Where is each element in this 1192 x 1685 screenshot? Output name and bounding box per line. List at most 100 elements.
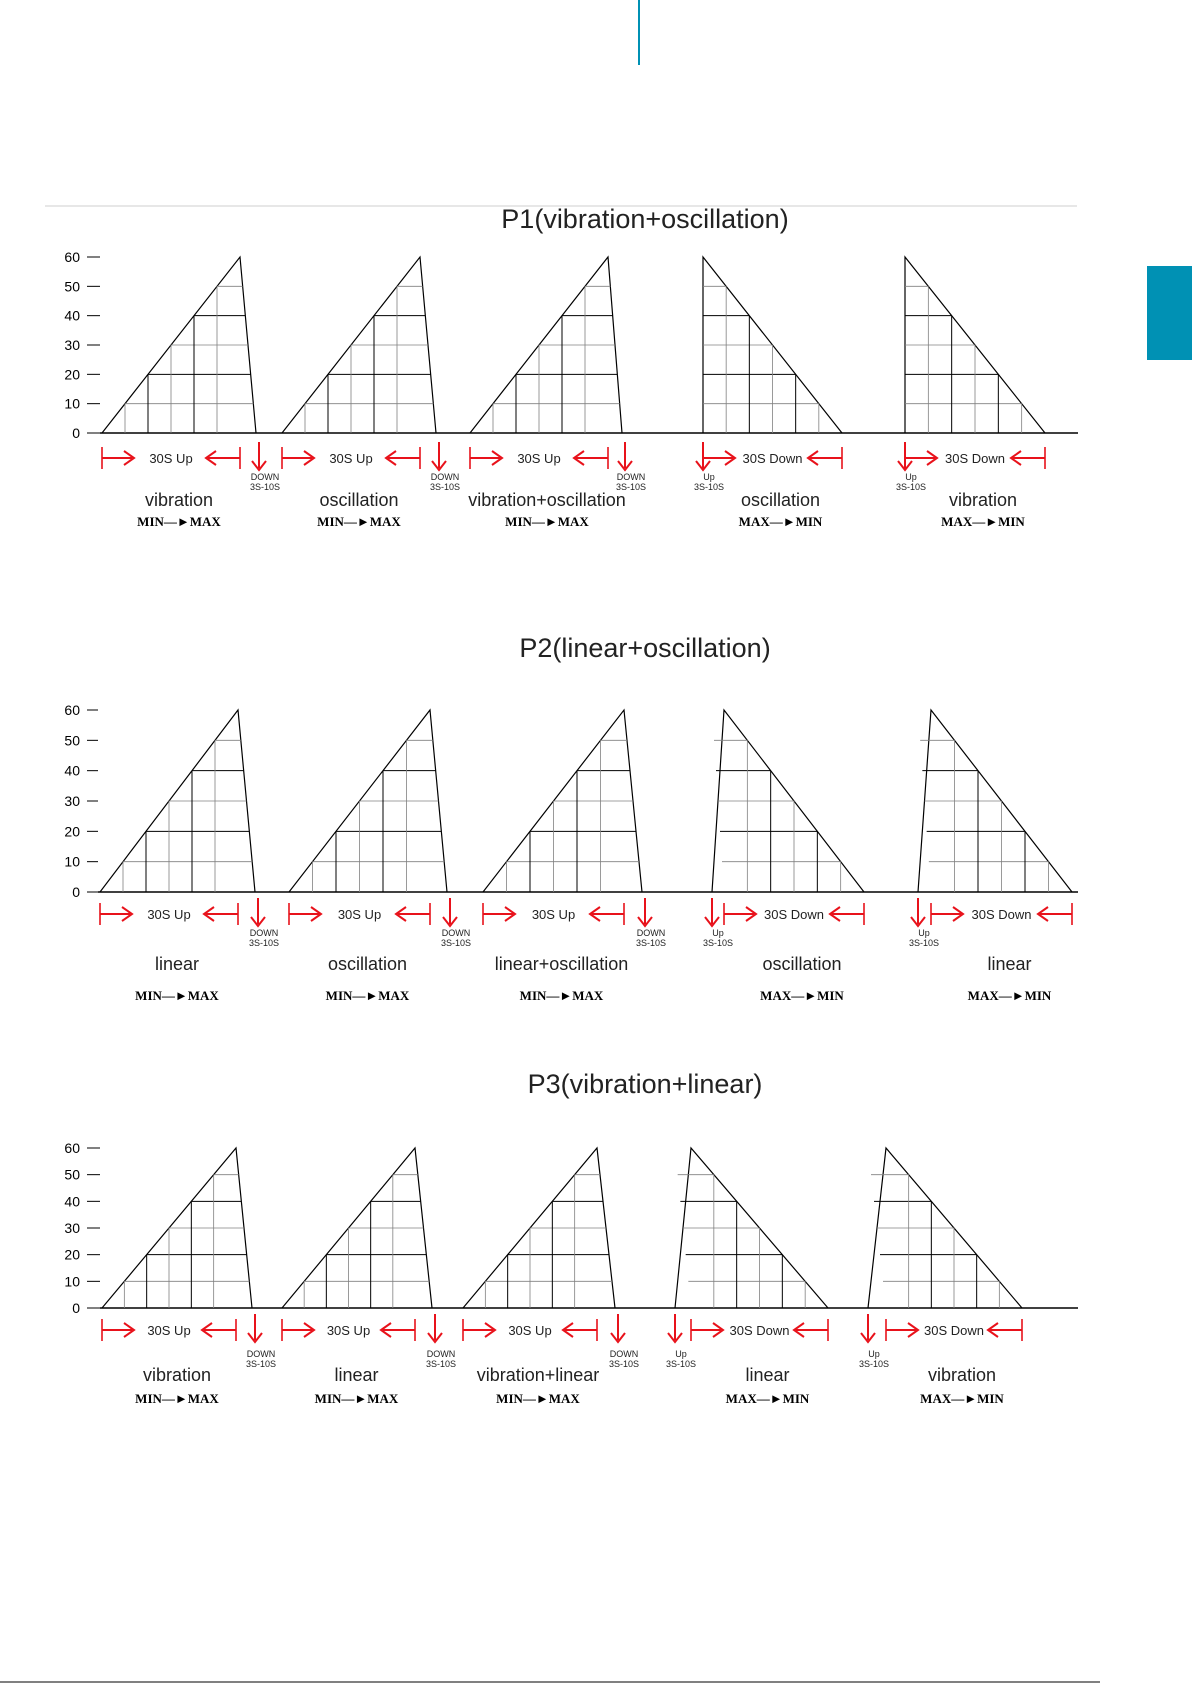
segment-time-label: 30S Up <box>508 1323 551 1338</box>
left-arrow-head <box>828 906 841 922</box>
interval-arrows: 30S Down <box>723 903 865 925</box>
vertical-arrow-head <box>610 1332 626 1344</box>
range-label: MAX—►MIN <box>760 988 844 1003</box>
left-arrow-head <box>986 1322 999 1338</box>
transition-label: Up <box>712 928 724 938</box>
segment-time-label: 30S Up <box>338 907 381 922</box>
y-tick-label: 30 <box>64 337 80 353</box>
left-arrow-head <box>1036 906 1049 922</box>
segment-time-label: 30S Up <box>327 1323 370 1338</box>
segment-time-label: 30S Up <box>517 451 560 466</box>
segment-time-label: 30S Up <box>149 451 192 466</box>
vertical-arrow-head <box>910 916 926 928</box>
mode-label: linear <box>987 954 1031 974</box>
mode-label: vibration <box>145 490 213 510</box>
interval-arrows: 30S Up <box>281 447 421 469</box>
side-tab <box>1147 266 1192 360</box>
left-arrow-head <box>379 1322 392 1338</box>
diagram-layer: P1(vibration+oscillation) 60 50 40 30 20 10 0 30… <box>64 204 1078 1406</box>
transition-label: Up <box>868 1349 880 1359</box>
mode-label: linear <box>155 954 199 974</box>
section-2: P2(linear+oscillation) 60 50 40 30 20 10 0 30S U… <box>64 633 1078 1003</box>
section-1: P1(vibration+oscillation) 60 50 40 30 20 10 0 30… <box>64 204 1078 529</box>
segment-time-label: 30S Down <box>924 1323 984 1338</box>
mode-label: oscillation <box>762 954 841 974</box>
y-tick-label: 30 <box>64 1220 80 1236</box>
interval-arrows: 30S Up <box>101 447 241 469</box>
section-title: P3(vibration+linear) <box>528 1069 763 1099</box>
transition-time: 3S-10S <box>666 1359 696 1369</box>
right-arrow-head <box>310 906 323 922</box>
transition-time: 3S-10S <box>636 938 666 948</box>
y-tick-label: 40 <box>64 763 80 779</box>
right-arrow-head <box>303 1322 316 1338</box>
segment-time-label: 30S Up <box>532 907 575 922</box>
transition-label: DOWN <box>427 1349 456 1359</box>
y-tick-label: 50 <box>64 1167 80 1183</box>
vertical-arrow-head <box>247 1332 263 1344</box>
mode-label: oscillation <box>319 490 398 510</box>
y-tick-label: 10 <box>64 854 80 870</box>
y-tick-label: 20 <box>64 823 80 839</box>
left-arrow-head <box>200 1322 213 1338</box>
interval-arrows: 30S Down <box>904 447 1046 469</box>
right-arrow-head <box>926 450 939 466</box>
interval-arrows: 30S Up <box>281 1319 416 1341</box>
interval-arrows: 30S Down <box>885 1319 1023 1341</box>
left-arrow-head <box>1009 450 1022 466</box>
mode-label: vibration <box>143 1365 211 1385</box>
segment-time-label: 30S Up <box>147 907 190 922</box>
mode-label: vibration <box>928 1365 996 1385</box>
vertical-arrow-head <box>250 916 266 928</box>
range-label: MIN—►MAX <box>137 514 221 529</box>
mode-label: oscillation <box>328 954 407 974</box>
section-title: P2(linear+oscillation) <box>519 633 770 663</box>
transition-time: 3S-10S <box>859 1359 889 1369</box>
mode-label: linear <box>334 1365 378 1385</box>
interval-arrows: 30S Up <box>101 1319 237 1341</box>
interval-arrows: 30S Up <box>99 903 239 925</box>
transition-time: 3S-10S <box>909 938 939 948</box>
left-arrow-head <box>792 1322 805 1338</box>
left-arrow-head <box>561 1322 574 1338</box>
range-label: MAX—►MIN <box>941 514 1025 529</box>
interval-arrows: 30S Up <box>469 447 609 469</box>
transition-label: DOWN <box>610 1349 639 1359</box>
segment-time-label: 30S Down <box>972 907 1032 922</box>
vertical-arrow-head <box>667 1332 683 1344</box>
segment-time-label: 30S Up <box>329 451 372 466</box>
right-arrow-head <box>504 906 517 922</box>
transition-label: Up <box>918 928 930 938</box>
y-tick-label: 40 <box>64 308 80 324</box>
range-label: MIN—►MAX <box>496 1391 580 1406</box>
y-tick-label: 0 <box>72 1300 80 1316</box>
transition-time: 3S-10S <box>694 482 724 492</box>
y-tick-label: 40 <box>64 1193 80 1209</box>
vertical-arrow-head <box>695 460 711 472</box>
right-arrow-head <box>952 906 965 922</box>
left-arrow-head <box>806 450 819 466</box>
y-tick-label: 60 <box>64 249 80 265</box>
y-tick-label: 10 <box>64 1273 80 1289</box>
y-tick-label: 20 <box>64 366 80 382</box>
